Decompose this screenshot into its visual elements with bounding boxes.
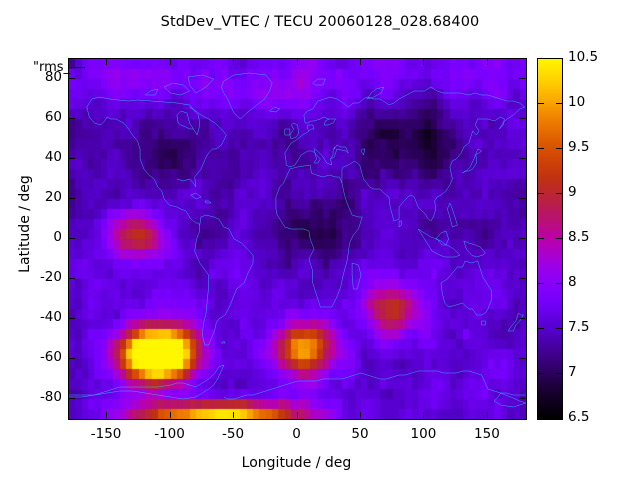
tick-mark [106, 59, 107, 65]
vtec-heatmap [69, 59, 526, 419]
y-tick-label: -20 [39, 269, 62, 285]
tick-mark [69, 158, 75, 159]
colorbar-tick [556, 58, 562, 60]
colorbar-tick [556, 103, 562, 105]
x-tick-label: 0 [292, 426, 301, 442]
tick-mark [519, 78, 525, 79]
colorbar-tick-label: 6.5 [568, 409, 590, 425]
colorbar-tick [556, 283, 562, 285]
map-plot-area[interactable] [68, 58, 527, 420]
page-title: StdDev_VTEC / TECU 20060128_028.68400 [160, 14, 480, 30]
colorbar-tick [538, 148, 544, 150]
x-tick-label: -100 [154, 426, 185, 442]
tick-mark [69, 78, 75, 79]
tick-mark [519, 118, 525, 119]
tick-mark [233, 59, 234, 65]
colorbar-tick-label: 7.5 [568, 319, 590, 335]
colorbar-tick [538, 193, 544, 195]
tick-mark [69, 278, 75, 279]
tick-mark [69, 238, 75, 239]
tick-mark [519, 158, 525, 159]
tick-mark [487, 412, 488, 418]
tick-mark [170, 59, 171, 65]
colorbar-tick [556, 238, 562, 240]
tick-mark [423, 59, 424, 65]
tick-mark [519, 398, 525, 399]
colorbar-tick-label: 8.5 [568, 229, 590, 245]
x-tick-label: -50 [221, 426, 245, 442]
colorbar-tick [538, 103, 544, 105]
colorbar-tick [538, 328, 544, 330]
tick-mark [519, 358, 525, 359]
tick-mark [519, 238, 525, 239]
colorbar-tick-label: 7 [568, 364, 577, 380]
tick-mark [519, 278, 525, 279]
tick-mark [69, 198, 75, 199]
colorbar-tick [538, 58, 544, 60]
tick-mark [69, 118, 75, 119]
colorbar-tick [538, 373, 544, 375]
colorbar-tick [538, 283, 544, 285]
colorbar-tick [556, 328, 562, 330]
y-axis-tick-labels: 80 60 40 20 0 -20 -40 -60 -80 [14, 0, 62, 480]
tick-mark [487, 59, 488, 65]
tick-mark [423, 412, 424, 418]
tick-mark [297, 412, 298, 418]
colorbar-tick [556, 148, 562, 150]
colorbar-tick [538, 238, 544, 240]
y-tick-label: 40 [44, 149, 62, 165]
colorbar-tick [538, 418, 544, 420]
tick-mark [233, 412, 234, 418]
colorbar-tick [556, 418, 562, 420]
tick-mark [69, 318, 75, 319]
x-axis-tick-labels: -150 -100 -50 0 50 100 150 [0, 426, 640, 446]
tick-mark [69, 358, 75, 359]
y-tick-label: -60 [39, 349, 62, 365]
y-tick-label: 80 [44, 69, 62, 85]
y-tick-label: 60 [44, 109, 62, 125]
colorbar-tick-label: 10.5 [568, 49, 599, 65]
tick-mark [360, 412, 361, 418]
colorbar-tick-label: 9.5 [568, 139, 590, 155]
colorbar-tick [556, 193, 562, 195]
tick-mark [519, 198, 525, 199]
plot-key-label: "rms_ [33, 60, 71, 75]
colorbar-tick-labels: 10.5 10 9.5 9 8.5 8 7.5 7 6.5 [568, 49, 638, 425]
tick-mark [69, 398, 75, 399]
tick-mark [360, 59, 361, 65]
tick-mark [106, 412, 107, 418]
x-tick-label: 100 [410, 426, 437, 442]
x-tick-label: 150 [474, 426, 500, 442]
plot-key-line [71, 67, 86, 68]
y-tick-label: 0 [53, 229, 62, 245]
colorbar-tick-label: 10 [568, 94, 586, 110]
tick-mark [519, 318, 525, 319]
x-axis-title: Longitude / deg [241, 455, 352, 471]
colorbar-tick-label: 8 [568, 274, 577, 290]
tick-mark [297, 59, 298, 65]
colorbar-tick-label: 9 [568, 184, 577, 200]
x-tick-label: 50 [351, 426, 369, 442]
y-tick-label: -80 [39, 389, 62, 405]
x-tick-label: -150 [90, 426, 122, 442]
y-axis-title: Latitude / deg [17, 175, 33, 273]
colorbar-tick-marks [537, 58, 563, 420]
y-tick-label: 20 [44, 189, 62, 205]
tick-mark [170, 412, 171, 418]
colorbar-tick [556, 373, 562, 375]
plot-key-artifact: "rms_ [33, 60, 86, 75]
y-tick-label: -40 [39, 309, 62, 325]
